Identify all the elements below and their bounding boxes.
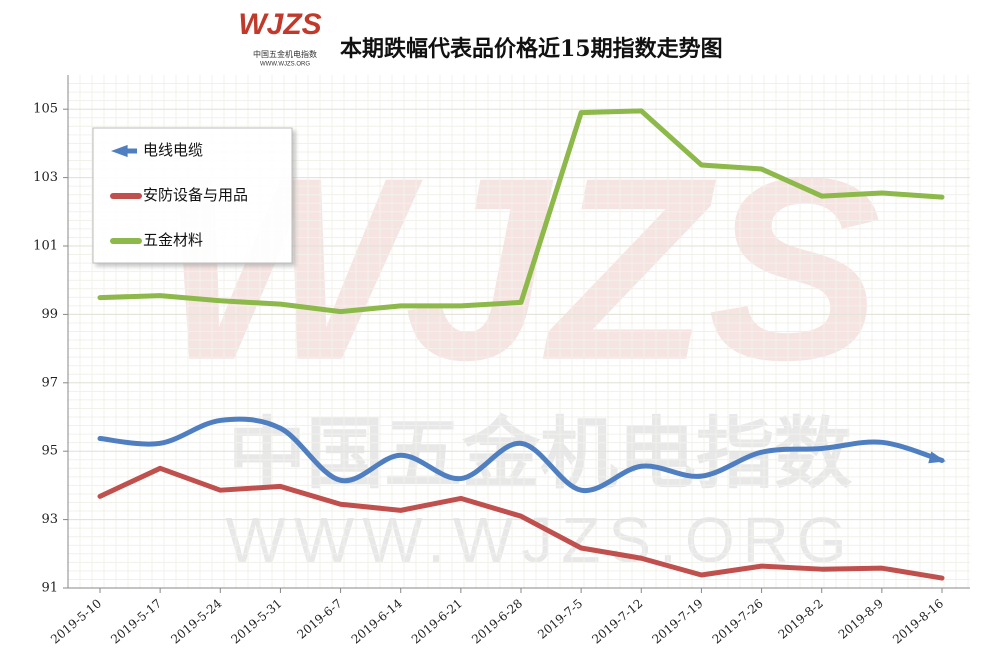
x-tick-label: 2019-8-9 [836, 596, 886, 641]
y-tick-label: 103 [33, 170, 58, 185]
logo-mark: WJZS [238, 8, 321, 41]
x-tick-label: 2019-5-10 [48, 596, 104, 646]
legend-label: 电线电缆 [143, 141, 203, 159]
x-tick-label: 2019-6-7 [294, 596, 344, 641]
x-tick-label: 2019-5-31 [228, 596, 284, 646]
series-line [97, 108, 945, 315]
legend-label: 五金材料 [143, 231, 203, 249]
series-arrow [928, 451, 946, 464]
x-tick-label: 2019-7-26 [710, 596, 766, 646]
legend-label: 安防设备与用品 [143, 186, 248, 204]
chart-title: 本期跌幅代表品价格近15期指数走势图 [340, 36, 723, 62]
x-tick-label: 2019-6-28 [469, 596, 525, 646]
y-tick-label: 91 [41, 581, 58, 596]
logo-name: 中国五金机电指数 [253, 49, 317, 59]
x-tick-label: 2019-6-14 [349, 596, 405, 647]
x-tick-label: 2019-7-5 [535, 596, 585, 641]
y-tick-label: 93 [41, 512, 58, 527]
logo: WJZS 中国五金机电指数 WWW.WJZS.ORG [238, 8, 321, 68]
x-tick-label: 2019-8-2 [776, 596, 826, 641]
x-tick-label: 2019-8-16 [890, 596, 946, 646]
x-tick-label: 2019-6-21 [409, 596, 465, 646]
y-tick-label: 101 [33, 239, 58, 254]
x-tick-label: 2019-7-12 [589, 596, 645, 646]
logo-url: WWW.WJZS.ORG [260, 62, 310, 68]
y-tick-label: 97 [41, 375, 58, 390]
x-tick-label: 2019-5-17 [108, 596, 164, 646]
x-tick-label: 2019-5-24 [168, 596, 224, 647]
legend-swatch [111, 144, 128, 158]
x-tick-label: 2019-7-19 [649, 596, 705, 646]
y-tick-label: 99 [41, 307, 58, 322]
series-line [97, 465, 945, 581]
series-line [97, 416, 945, 493]
y-tick-label: 95 [41, 444, 58, 459]
y-tick-label: 105 [33, 102, 58, 117]
